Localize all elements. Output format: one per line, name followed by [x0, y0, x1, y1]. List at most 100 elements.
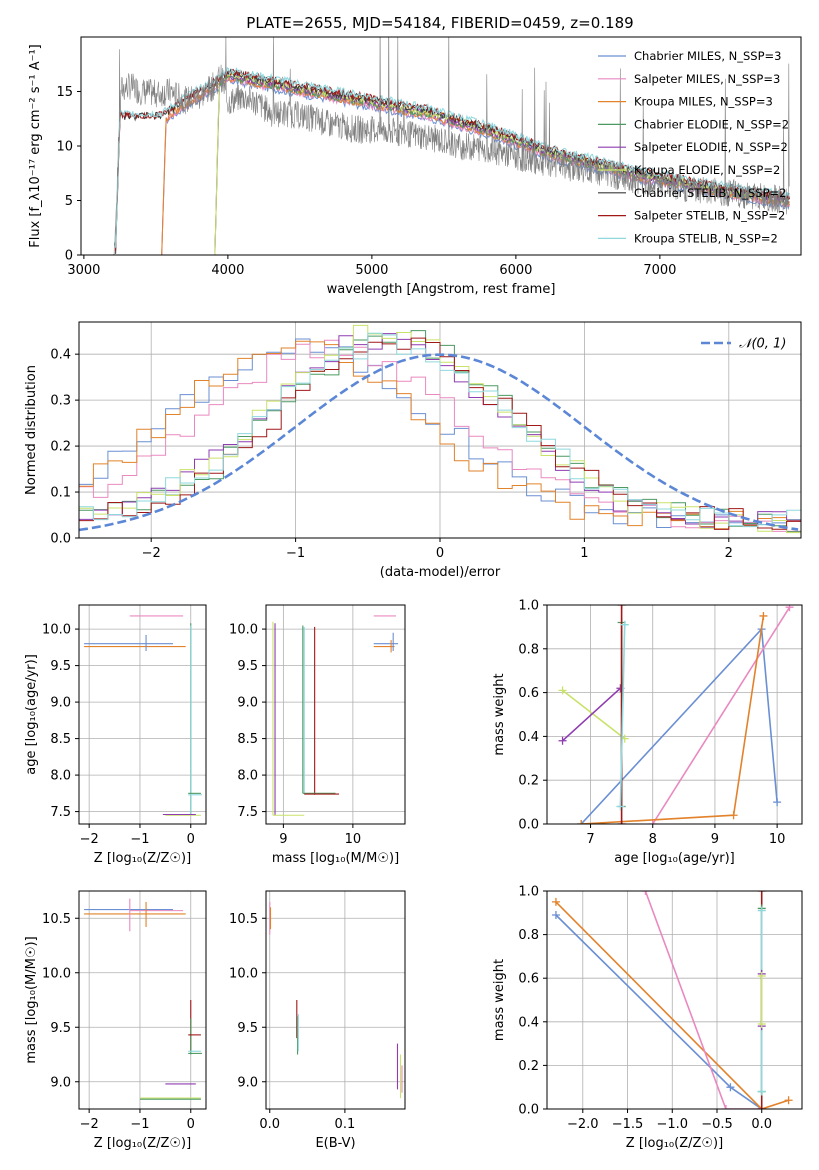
- weight-vs-age-ytick-label: 0.0: [518, 818, 539, 833]
- weight-vs-age-xlabel: age [log₁₀(age/yr)]: [614, 851, 735, 866]
- mass-weight-point: [757, 1105, 766, 1109]
- age-vs-mass-frame-group: 9 10 7.5 8.0 8.5 9.0 9.5 10.0 mass [log₁₀(M/M☉)]: [229, 604, 406, 866]
- spectrum-xlabel: wavelength [Angstrom, rest frame]: [327, 282, 556, 297]
- mass-vs-Z-plot-area: [84, 898, 202, 1100]
- weight-vs-Z-ytick-label: 0.2: [518, 1059, 539, 1074]
- mass-weight-point: [641, 891, 650, 895]
- age-vs-Z-xtick-label: 0: [187, 832, 195, 847]
- mass-weight-point: [558, 736, 567, 745]
- mass-weight-line: [555, 901, 789, 1109]
- residuals-ytick-label: 0.0: [50, 532, 71, 547]
- residual-legend: 𝒩(0, 1): [701, 337, 786, 352]
- residuals-xtick-label: 1: [580, 546, 588, 561]
- age-vs-Z-ytick-label: 7.5: [50, 805, 71, 820]
- age-vs-Z-axes: [79, 605, 206, 824]
- weight-vs-Z-xtick-label: −1.0: [656, 1117, 688, 1132]
- mass-weight-point: [617, 605, 626, 609]
- legend-entry: Salpeter MILES, N_SSP=3: [634, 72, 780, 86]
- age-vs-Z-frame: [78, 604, 207, 825]
- mass-weight-point: [757, 972, 766, 981]
- legend-entry: Chabrier MILES, N_SSP=3: [634, 49, 781, 63]
- weight-vs-Z-axes: [547, 890, 802, 1110]
- age-vs-mass-ytick-label: 7.5: [237, 805, 258, 820]
- model-spectrum-line: [115, 68, 790, 251]
- mass-vs-Z-xlabel: Z [log₁₀(Z/Z☉)]: [94, 1136, 191, 1151]
- weight-vs-Z-ylabel: mass weight: [492, 959, 507, 1041]
- residuals-frame-group: −2 −1 0 1 2 0.0 0.1 0.2 0.3 0.4 (data-model)/error…: [24, 321, 802, 580]
- residuals-xtick-label: 0: [436, 546, 444, 561]
- mass-weight-line: [561, 687, 621, 742]
- mass-vs-Z-ytick-label: 9.5: [50, 1021, 71, 1036]
- observed-spectrum-line: [113, 37, 790, 255]
- age-vs-mass-ytick-label: 8.5: [237, 732, 258, 747]
- mass-vs-Z-ylabel: mass [log₁₀(M/M☉)]: [24, 936, 39, 1063]
- age-vs-Z-xlabel: Z [log₁₀(Z/Z☉)]: [94, 851, 191, 866]
- mass-vs-Z-xtick-label: −1: [130, 1117, 149, 1132]
- age-vs-Z-ytick-label: 10.0: [42, 623, 71, 638]
- weight-vs-Z-ytick-label: 0.0: [518, 1103, 539, 1118]
- spectrum-xtick-label: 3000: [67, 263, 100, 278]
- mass-vs-Z-axes: [79, 891, 206, 1109]
- weight-vs-Z-ytick-label: 0.6: [518, 972, 539, 987]
- mass-weight-line: [580, 627, 778, 824]
- mass-weight-point: [757, 891, 766, 895]
- mass-vs-Z-xtick-label: 0: [187, 1117, 195, 1132]
- legend-entry: Salpeter STELIB, N_SSP=2: [634, 209, 785, 223]
- age-vs-Z-ylabel: age [log₁₀(age/yr)]: [24, 654, 39, 775]
- mass-vs-Z-ytick-label: 9.0: [50, 1075, 71, 1090]
- mass-vs-EBV-xtick-label: 0.1: [335, 1117, 356, 1132]
- legend-entry: 𝒩(0, 1): [739, 337, 786, 352]
- age-vs-Z-ytick-label: 8.5: [50, 732, 71, 747]
- mass-vs-Z-frame-group: −2 −1 0 9.0 9.5 10.0 10.5 Z [log₁₀(Z/Z☉)] mass […: [24, 890, 207, 1151]
- legend-entry: Kroupa STELIB, N_SSP=2: [634, 231, 778, 245]
- mass-weight-point: [620, 620, 629, 629]
- mass-weight-point: [551, 897, 560, 906]
- weight-vs-age-ylabel: mass weight: [492, 673, 507, 755]
- age-vs-mass-ytick-label: 9.5: [237, 659, 258, 674]
- age-vs-Z-ytick-label: 9.5: [50, 659, 71, 674]
- residual-histogram-step: [79, 339, 801, 532]
- weight-vs-age-ytick-label: 0.6: [518, 686, 539, 701]
- residual-histogram-step: [79, 337, 801, 530]
- residuals-ytick-label: 0.2: [50, 440, 71, 455]
- weight-vs-age-plot-area: [558, 605, 794, 824]
- mass-weight-line: [555, 914, 763, 1109]
- mass-weight-point: [617, 820, 626, 824]
- legend-entry: Chabrier ELODIE, N_SSP=2: [634, 117, 789, 131]
- weight-vs-age-frame: [546, 604, 803, 825]
- mass-vs-EBV-ytick-label: 9.0: [237, 1075, 258, 1090]
- weight-vs-Z-frame-group: −2.0 −1.5 −1.0 −0.5 0.0 0.0 0.2 0.4 0.6 0.8 1.0 Z […: [492, 885, 803, 1151]
- weight-vs-Z-ytick-label: 0.8: [518, 928, 539, 943]
- age-vs-Z-xtick-label: −1: [130, 832, 149, 847]
- age-vs-mass-xlabel: mass [log₁₀(M/M☉)]: [272, 851, 399, 866]
- mass-vs-EBV-ytick-label: 9.5: [237, 1021, 258, 1036]
- residuals-xtick-label: −1: [286, 546, 305, 561]
- weight-vs-Z-xtick-label: −1.5: [612, 1117, 644, 1132]
- spectrum-legend: Chabrier MILES, N_SSP=3 Salpeter MILES, N…: [598, 49, 789, 245]
- mass-vs-EBV-frame: [265, 890, 406, 1110]
- weight-vs-age-ytick-label: 0.8: [518, 642, 539, 657]
- residuals-ytick-label: 0.3: [50, 394, 71, 409]
- legend-entry: Salpeter ELODIE, N_SSP=2: [634, 140, 788, 154]
- spectrum-plot-area: [113, 37, 790, 255]
- mass-weight-point: [721, 1105, 730, 1109]
- mass-weight-point: [785, 605, 794, 612]
- weight-vs-Z-plot-area: [551, 891, 793, 1109]
- weight-vs-age-ytick-label: 0.2: [518, 774, 539, 789]
- mass-vs-EBV-xlabel: E(B-V): [315, 1136, 355, 1151]
- age-vs-Z-plot-area: [84, 615, 202, 816]
- mass-weight-point: [757, 1019, 766, 1028]
- mass-weight-point: [648, 820, 657, 824]
- residuals-ylabel: Normed distribution: [24, 365, 39, 495]
- residual-histogram-step: [79, 332, 801, 528]
- weight-vs-age-xtick-label: 10: [769, 832, 786, 847]
- age-vs-mass-ytick-label: 10.0: [229, 623, 258, 638]
- legend-entry: Chabrier STELIB, N_SSP=2: [634, 186, 786, 200]
- gaussian-reference-line: [79, 353, 799, 532]
- mass-weight-point: [558, 686, 567, 695]
- residuals-xtick-label: 2: [725, 546, 733, 561]
- weight-vs-Z-frame: [546, 890, 803, 1110]
- mass-weight-point: [726, 1083, 735, 1092]
- weight-vs-Z-ytick-label: 0.4: [518, 1015, 539, 1030]
